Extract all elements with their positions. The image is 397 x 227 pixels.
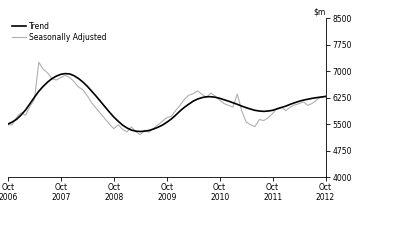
Trend — [301, 99, 306, 101]
Trend — [138, 130, 143, 133]
Legend: Trend, Seasonally Adjusted: Trend, Seasonally Adjusted — [12, 22, 106, 42]
Trend — [63, 72, 67, 75]
Line: Seasonally Adjusted: Seasonally Adjusted — [8, 62, 326, 135]
Seasonally Adjusted — [37, 61, 41, 64]
Seasonally Adjusted — [138, 133, 143, 136]
Seasonally Adjusted — [288, 106, 293, 109]
Seasonally Adjusted — [6, 123, 10, 126]
Line: Trend: Trend — [8, 74, 326, 131]
Trend — [323, 95, 328, 98]
Trend — [279, 106, 284, 109]
Seasonally Adjusted — [173, 109, 178, 112]
Seasonally Adjusted — [116, 123, 121, 126]
Trend — [81, 81, 85, 84]
Seasonally Adjusted — [301, 101, 306, 103]
Trend — [288, 103, 293, 106]
Text: $m: $m — [313, 7, 326, 17]
Seasonally Adjusted — [81, 89, 85, 91]
Trend — [6, 123, 10, 126]
Trend — [173, 114, 178, 117]
Seasonally Adjusted — [323, 96, 328, 98]
Seasonally Adjusted — [279, 106, 284, 109]
Trend — [116, 120, 121, 123]
